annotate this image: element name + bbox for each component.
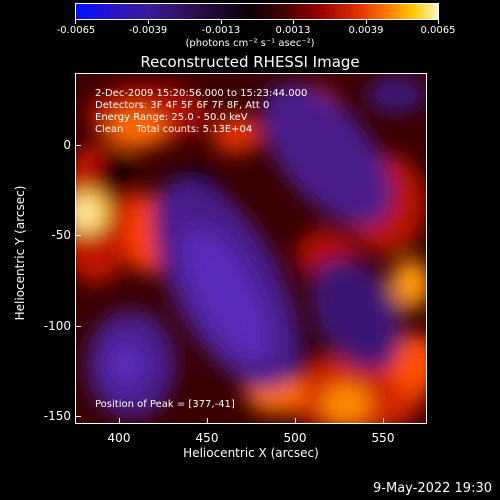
- annotation-peak-position: Position of Peak = [377,-41]: [95, 399, 235, 410]
- x-tick-label: 500: [283, 431, 307, 445]
- annotation-time-range: 2-Dec-2009 15:20:56.000 to 15:23:44.000: [95, 88, 308, 99]
- colorbar-tick-label: -0.0065: [56, 25, 96, 36]
- y-axis-label: Heliocentric Y (arcsec): [13, 185, 27, 321]
- rhessi-image-map: [76, 74, 426, 423]
- y-tick-mark: [75, 416, 81, 417]
- x-tick-label: 450: [195, 431, 219, 445]
- colorbar-unit: (photons cm⁻² s⁻¹ asec⁻²): [185, 38, 315, 49]
- colorbar-tick-mark: [221, 20, 222, 24]
- colorbar-tick-mark: [438, 20, 439, 24]
- x-tick-mark: [383, 418, 384, 424]
- x-tick-mark: [295, 418, 296, 424]
- colorbar-tick-label: 0.0039: [348, 25, 384, 36]
- colorbar-tick-label: 0.0065: [420, 25, 456, 36]
- x-axis-label: Heliocentric X (arcsec): [183, 446, 319, 460]
- colorbar: [75, 3, 439, 20]
- y-tick-mark: [75, 326, 81, 327]
- colorbar-tick-label: -0.0039: [128, 25, 168, 36]
- footer-date: 9-May-2022 19:30: [373, 481, 492, 496]
- y-tick-label: -50: [51, 228, 71, 242]
- annotation-detectors: Detectors: 3F 4F 5F 6F 7F 8F, Att 0: [95, 100, 270, 111]
- y-tick-mark: [75, 145, 81, 146]
- y-tick-mark: [75, 235, 81, 236]
- annotation-clean: Clean Total counts: 5.13E+04: [95, 124, 253, 135]
- y-tick-label: -150: [43, 409, 71, 423]
- colorbar-tick-mark: [366, 20, 367, 24]
- x-tick-mark: [119, 418, 120, 424]
- y-tick-label: -100: [43, 319, 71, 333]
- image-title: Reconstructed RHESSI Image: [140, 53, 360, 71]
- colorbar-tick-mark: [75, 20, 76, 24]
- y-tick-label: 0: [63, 138, 71, 152]
- colorbar-tick-label: -0.0013: [201, 25, 241, 36]
- annotation-energy-range: Energy Range: 25.0 - 50.0 keV: [95, 112, 248, 123]
- rhessi-image: 2-Dec-2009 15:20:56.000 to 15:23:44.000 …: [75, 73, 427, 424]
- x-tick-label: 400: [107, 431, 131, 445]
- colorbar-tick-mark: [293, 20, 294, 24]
- x-tick-mark: [207, 418, 208, 424]
- x-tick-label: 550: [371, 431, 395, 445]
- colorbar-tick-label: 0.0013: [275, 25, 311, 36]
- colorbar-tick-mark: [148, 20, 149, 24]
